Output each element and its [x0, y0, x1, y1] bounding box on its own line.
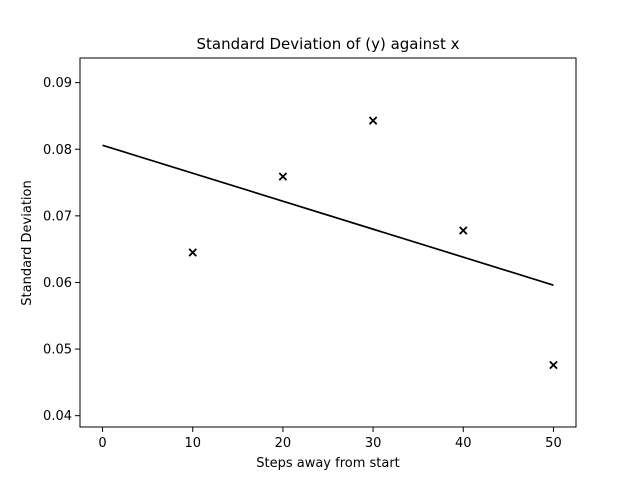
axes-frame: [79, 57, 577, 428]
x-tick-label: 30: [365, 436, 382, 451]
data-point: [188, 248, 197, 257]
data-point: [368, 116, 378, 125]
x-tick-label: 0: [98, 436, 106, 451]
data-point: [549, 360, 558, 370]
y-tick-label: 0.09: [43, 76, 72, 91]
plot-area: 0 10 20 30 40 50 0.04 0.05 0.06 0.07 0.08 0.09: [43, 57, 577, 451]
y-axis-label: Standard Deviation: [20, 180, 35, 305]
y-tick-label: 0.07: [43, 209, 72, 224]
data-point: [459, 226, 468, 235]
x-tick-label: 50: [545, 436, 562, 451]
chart-title: Standard Deviation of (y) against x: [196, 35, 459, 53]
y-tick-label: 0.08: [43, 143, 72, 158]
y-tick-label: 0.05: [43, 343, 72, 358]
x-axis-label: Steps away from start: [256, 456, 400, 471]
x-tick-label: 40: [455, 436, 472, 451]
y-tick-label: 0.06: [43, 276, 72, 291]
trend-line: [102, 144, 554, 286]
x-tick-label: 10: [184, 436, 201, 451]
data-point: [278, 172, 288, 181]
y-tick-label: 0.04: [43, 409, 72, 424]
x-tick-label: 20: [275, 436, 292, 451]
